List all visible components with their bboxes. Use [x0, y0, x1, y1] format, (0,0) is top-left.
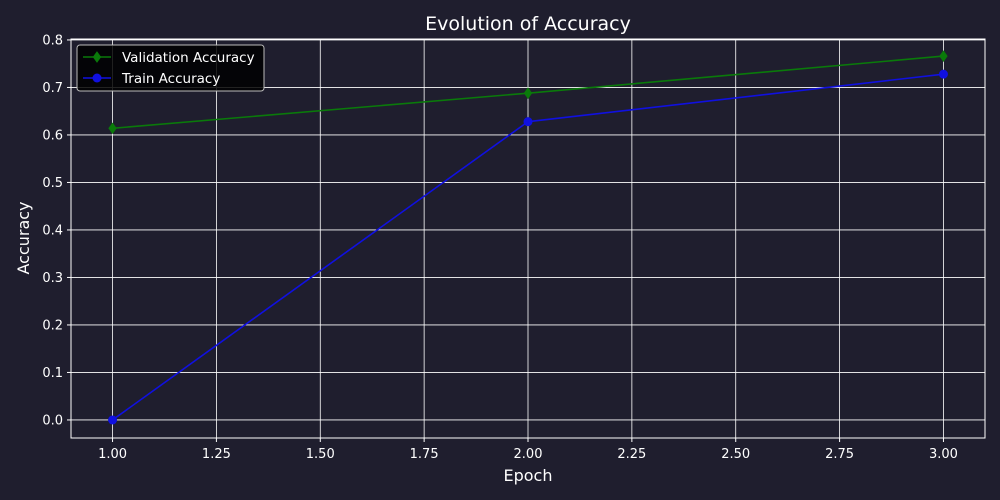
legend-swatch-marker [92, 51, 102, 63]
x-tick-label: 2.00 [514, 447, 543, 462]
legend-item-train-accuracy: Train Accuracy [83, 71, 220, 87]
x-axis-ticks: 1.00 1.25 1.50 1.75 2.00 2.25 2.50 2.75 3.00 [98, 438, 958, 462]
train-accuracy-point [938, 69, 948, 79]
train-accuracy-point [523, 117, 533, 127]
validation-accuracy-point [523, 87, 533, 100]
y-tick-label: 0.2 [42, 318, 63, 333]
x-axis-title: Epoch [504, 466, 553, 485]
legend: Validation Accuracy Train Accuracy [76, 44, 265, 92]
y-tick-label: 0.6 [42, 128, 63, 143]
x-tick-label: 2.75 [825, 447, 854, 462]
y-tick-label: 0.1 [42, 366, 63, 381]
legend-label: Validation Accuracy [122, 50, 255, 66]
y-axis-title: Accuracy [14, 201, 33, 274]
x-tick-label: 1.75 [410, 447, 439, 462]
chart-title: Evolution of Accuracy [425, 13, 631, 35]
y-tick-label: 0.4 [42, 223, 63, 238]
y-tick-label: 0.8 [42, 33, 63, 48]
x-tick-label: 1.50 [306, 447, 335, 462]
y-tick-label: 0.0 [42, 413, 63, 428]
legend-swatch-marker [92, 73, 102, 83]
series-validation-accuracy [108, 50, 948, 135]
validation-accuracy-point [108, 122, 117, 135]
x-tick-label: 2.50 [721, 447, 750, 462]
legend-item-validation-accuracy: Validation Accuracy [83, 50, 255, 66]
x-tick-label: 3.00 [929, 447, 958, 462]
y-axis-ticks: 0.0 0.1 0.2 0.3 0.4 0.5 0.6 0.7 0.8 [42, 33, 71, 428]
validation-accuracy-point [939, 50, 948, 62]
series-train-accuracy [108, 69, 948, 425]
y-tick-label: 0.3 [42, 271, 63, 286]
grid-lines [71, 39, 985, 438]
x-tick-label: 1.25 [202, 447, 231, 462]
series-lines [108, 50, 948, 425]
y-tick-label: 0.7 [42, 81, 63, 96]
legend-box [76, 44, 265, 92]
y-tick-label: 0.5 [42, 176, 63, 191]
x-tick-label: 1.00 [98, 447, 127, 462]
legend-label: Train Accuracy [121, 71, 220, 87]
x-tick-label: 2.25 [617, 447, 646, 462]
train-accuracy-point [108, 415, 118, 425]
